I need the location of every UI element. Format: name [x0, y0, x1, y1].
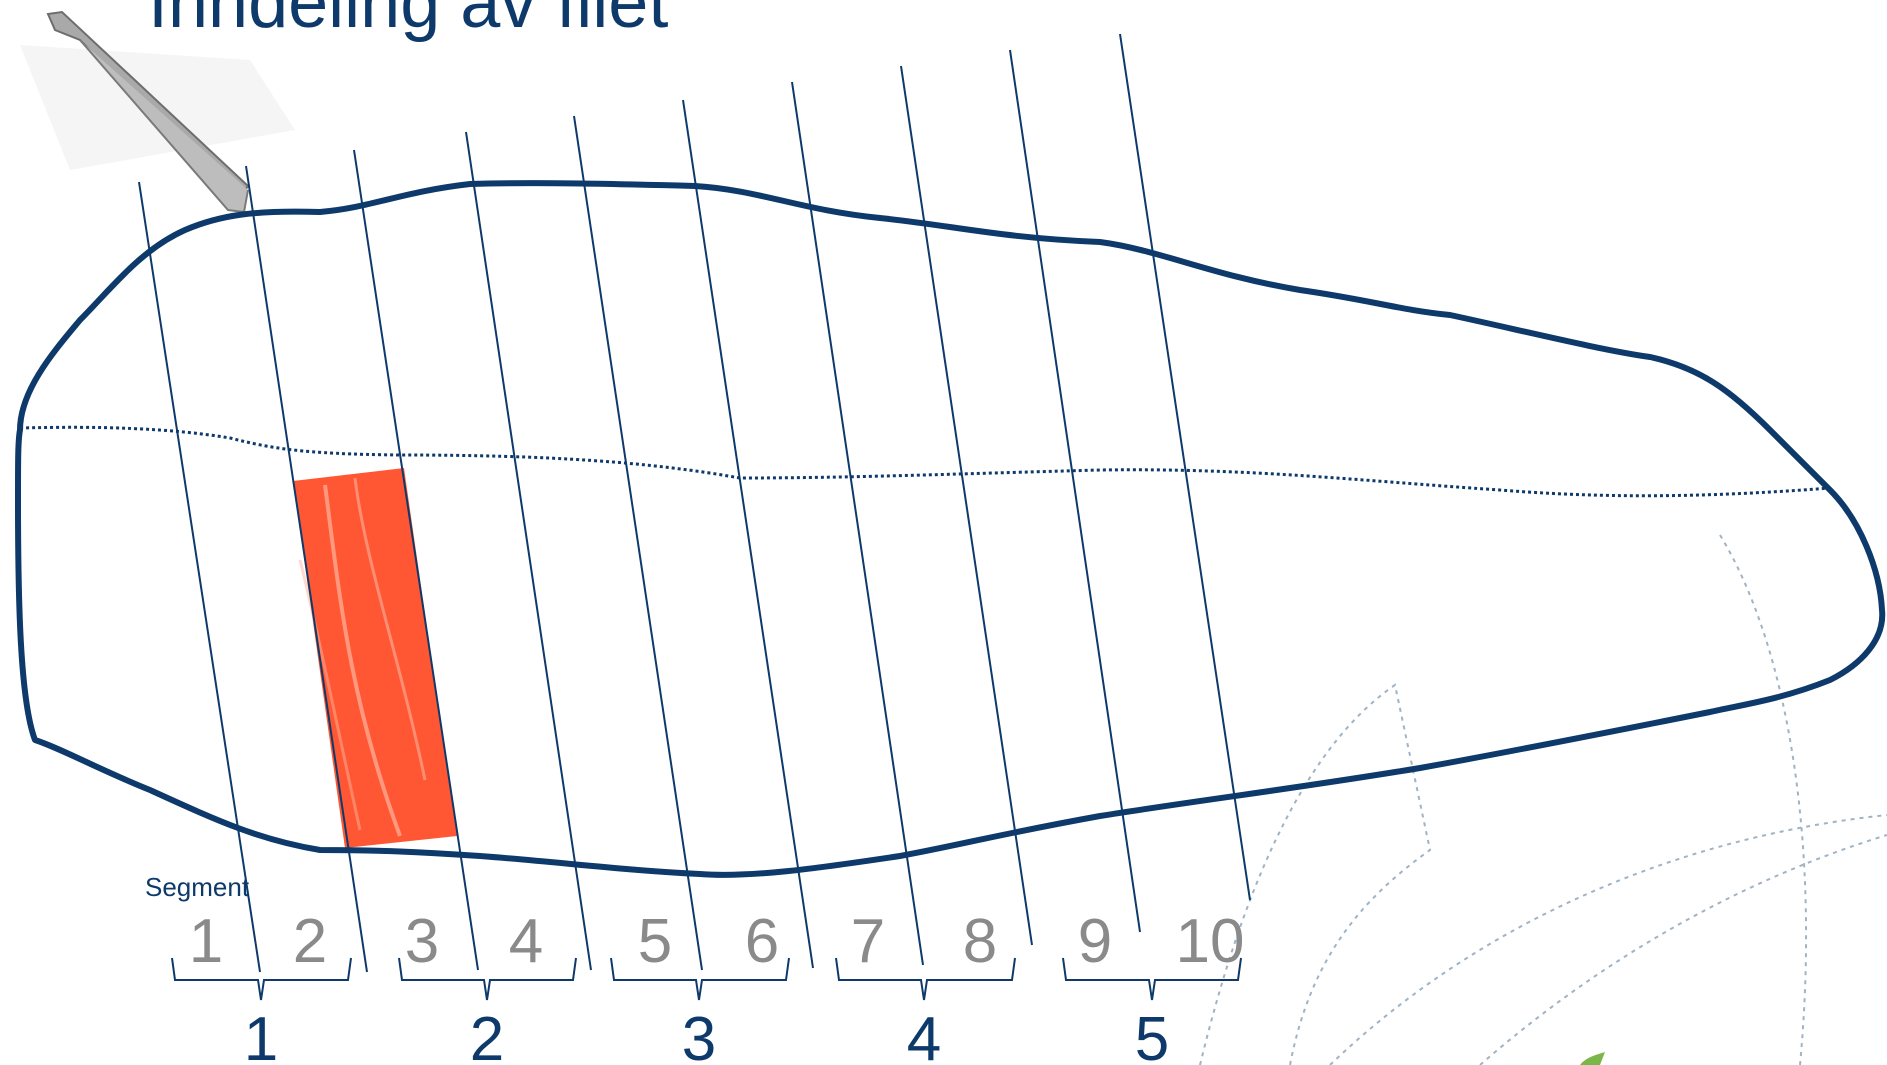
segment-number: 3 — [405, 907, 439, 976]
leaf-icon — [1580, 1052, 1605, 1065]
background-decoration — [1199, 534, 1887, 1065]
segment-number: 2 — [293, 907, 327, 976]
segment-number: 6 — [745, 907, 779, 976]
segment-label: Segment — [145, 872, 250, 902]
fillet-outline — [15, 180, 1886, 878]
group-number: 2 — [470, 1005, 504, 1065]
segment-number: 5 — [638, 907, 672, 976]
segment-number: 7 — [851, 907, 885, 976]
cutting-lines — [138, 33, 1251, 973]
segment-number: 1 — [189, 907, 223, 976]
segment-number: 9 — [1078, 907, 1112, 976]
group-numbers: 1 2 3 4 5 — [244, 1005, 1169, 1065]
group-number: 3 — [682, 1005, 716, 1065]
segment-number: 4 — [509, 907, 543, 976]
tweezers-icon — [20, 10, 295, 214]
group-number: 5 — [1135, 1005, 1169, 1065]
group-number: 1 — [244, 1005, 278, 1065]
segment-number: 8 — [963, 907, 997, 976]
centre-line — [19, 425, 1831, 498]
group-braces — [171, 957, 1242, 1001]
segment-number: 10 — [1176, 907, 1245, 976]
page-title: Inndeling av filet — [148, 0, 669, 43]
group-number: 4 — [907, 1005, 941, 1065]
segment-numbers: 1 2 3 4 5 6 7 8 9 10 — [189, 907, 1245, 976]
sample-piece — [293, 468, 457, 848]
